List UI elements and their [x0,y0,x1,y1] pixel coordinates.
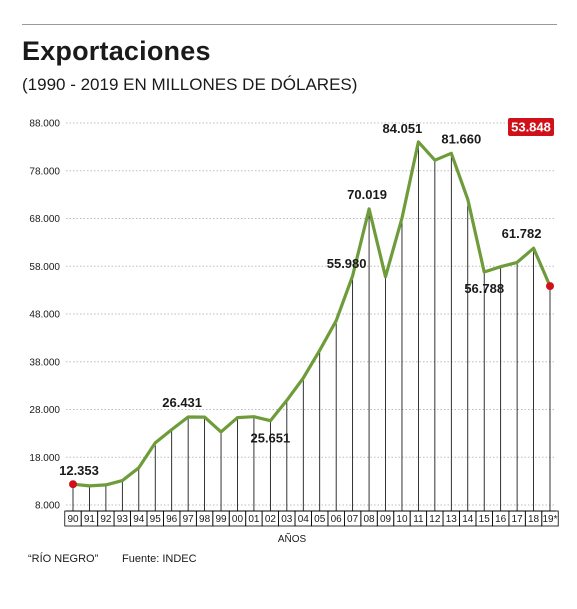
data-label: 56.788 [464,281,504,296]
y-tick-label: 68.000 [29,214,60,225]
y-tick-label: 78.000 [29,166,60,177]
x-tick-label: 00 [232,514,244,525]
x-tick-label: 94 [133,514,145,525]
data-label: 55.980 [327,256,367,271]
x-tick-label: 06 [331,514,343,525]
data-label: 25.651 [250,431,290,446]
top-rule [22,24,557,25]
highlight-point [69,480,77,489]
x-tick-label: 08 [364,514,376,525]
x-tick-label: 03 [281,514,293,525]
y-tick-label: 8.000 [35,501,60,512]
x-tick-label: 11 [413,514,424,525]
x-tick-label: 13 [446,514,458,525]
highlight-point [546,282,554,291]
x-axis-label: AÑOS [278,532,307,545]
footer-credit: “RÍO NEGRO” [28,553,99,565]
x-tick-label: 19* [542,514,557,525]
data-label: 84.051 [383,121,423,136]
x-tick-label: 10 [396,514,408,525]
y-tick-label: 58.000 [29,262,60,273]
x-tick-label: 04 [298,514,310,525]
x-tick-label: 97 [183,514,195,525]
data-label: 26.431 [162,395,202,410]
data-label-highlight: 53.848 [511,120,551,135]
x-tick-label: 98 [199,514,211,525]
series-line [71,140,552,488]
x-tick-label: 99 [215,514,227,525]
x-tick-label: 95 [150,514,162,525]
x-tick-label: 92 [100,514,112,525]
data-label: 70.019 [347,187,387,202]
x-tick-label: 91 [84,514,96,525]
x-tick-label: 18 [528,514,540,525]
x-tick-label: 01 [248,514,260,525]
y-tick-label: 18.000 [29,453,60,464]
data-label: 81.660 [441,131,481,146]
x-tick-label: 93 [117,514,129,525]
data-label: 12.353 [59,463,99,478]
x-tick-label: 90 [67,514,79,525]
x-tick-label: 14 [462,514,474,525]
x-tick-label: 09 [380,514,392,525]
x-tick-label: 15 [479,514,491,525]
x-tick-label: 17 [512,514,524,525]
x-tick-label: 02 [265,514,277,525]
chart-title: Exportaciones [22,36,211,66]
highlight-label-box [508,118,554,136]
y-tick-label: 88.000 [29,119,60,130]
x-tick-label: 96 [166,514,178,525]
y-tick-label: 48.000 [29,310,60,321]
y-tick-label: 38.000 [29,357,60,368]
x-tick-label: 16 [495,514,507,525]
y-tick-label: 28.000 [29,405,60,416]
data-label: 61.782 [502,226,542,241]
x-tick-label: 07 [347,514,359,525]
x-tick-box [541,510,559,527]
chart-subtitle: (1990 - 2019 EN MILLONES DE DÓLARES) [22,75,358,94]
x-tick-label: 12 [429,514,441,525]
footer-source: Fuente: INDEC [122,553,197,565]
x-tick-label: 05 [314,514,326,525]
